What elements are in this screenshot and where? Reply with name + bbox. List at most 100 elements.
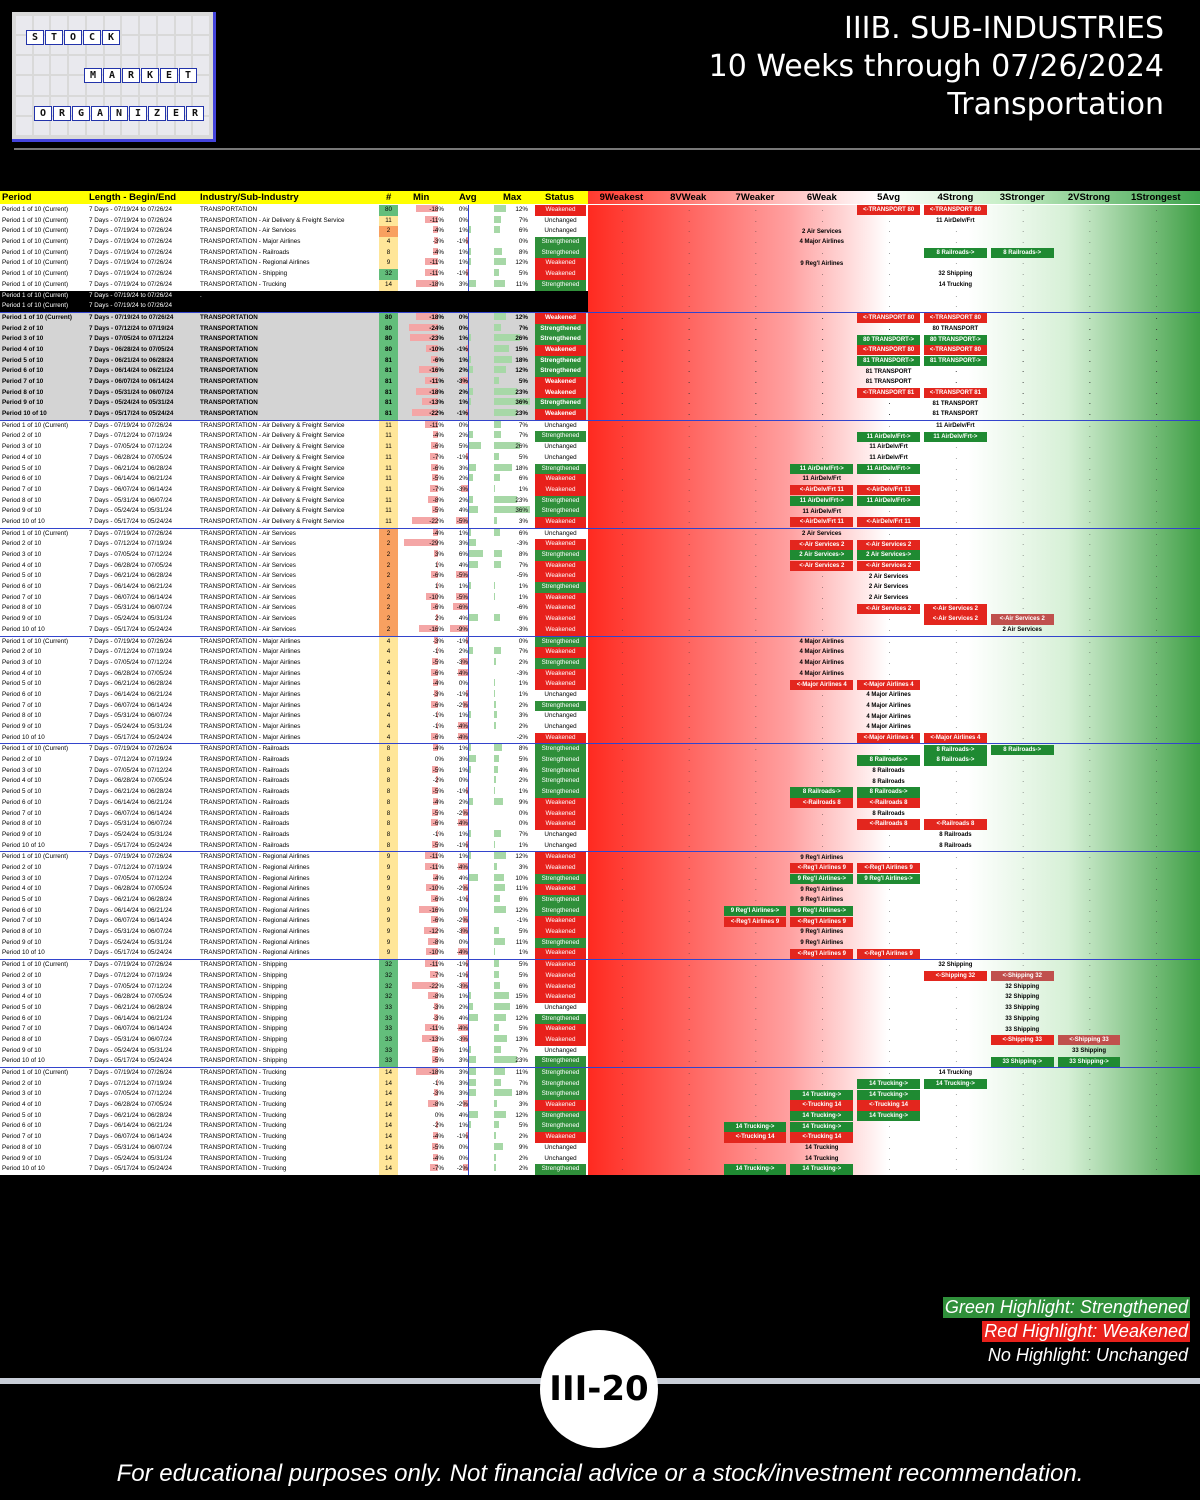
zone-dot: . xyxy=(1022,777,1024,785)
zone-dot: . xyxy=(888,648,891,656)
zone-dot: . xyxy=(621,712,624,720)
zone-gradient xyxy=(588,237,1200,248)
avg-axis xyxy=(468,1024,469,1035)
cell-period: Period 5 of 10 xyxy=(2,572,42,580)
zone-dot: . xyxy=(688,938,690,946)
zone-dot: . xyxy=(621,658,624,666)
max-bar xyxy=(494,1013,506,1021)
avg-bar xyxy=(468,1089,476,1097)
zone-dot: . xyxy=(888,1154,891,1162)
cell-period: Period 3 of 10 xyxy=(2,335,44,343)
zone-dot: . xyxy=(755,993,757,1001)
avg-bar xyxy=(455,571,468,579)
zone-label: 11 AirDelv/Frt xyxy=(936,217,975,224)
zone-dot: . xyxy=(955,561,958,569)
logo-tile xyxy=(175,16,192,35)
zone-dot: . xyxy=(688,540,690,548)
zone-gradient xyxy=(588,808,1200,820)
avg-bar xyxy=(468,765,471,773)
logo-letter: Z xyxy=(148,106,166,121)
zone-dot: . xyxy=(621,206,624,213)
zone-dot: . xyxy=(955,690,958,698)
cell-min: -10% xyxy=(429,885,444,893)
cell-avg: 0% xyxy=(458,421,468,429)
max-bar xyxy=(494,312,506,320)
cell-industry: TRANSPORTATION xyxy=(200,345,258,353)
zone-label: <-Air Services 2 xyxy=(924,614,987,625)
zone-dot: . xyxy=(755,280,757,288)
cell-industry: TRANSPORTATION - Major Airlines xyxy=(200,690,301,698)
avg-bar xyxy=(468,463,476,471)
zone-dot: . xyxy=(955,464,958,472)
cell-industry: TRANSPORTATION xyxy=(200,388,258,396)
zone-dot: . xyxy=(621,625,624,633)
zone-dot: . xyxy=(821,280,824,288)
zone-dot: . xyxy=(621,723,624,730)
cell-period: Period 10 of 10 xyxy=(2,1165,45,1173)
zone-dot: . xyxy=(1155,1025,1158,1033)
cell-max: 18% xyxy=(515,1090,528,1098)
max-bar xyxy=(494,442,520,450)
table-row: .........Period 1 of 10 (Current)7 Days … xyxy=(0,419,1200,432)
zone-dot: . xyxy=(1022,756,1024,764)
cell-period: Period 8 of 10 xyxy=(2,1035,42,1043)
cell-count: 11 xyxy=(379,495,398,507)
max-bar xyxy=(494,1034,507,1042)
cell-length: 7 Days - 07/05/24 to 07/12/24 xyxy=(89,874,172,882)
logo-tile xyxy=(16,116,32,135)
cell-length: 7 Days - 06/21/24 to 06/28/24 xyxy=(89,1111,172,1119)
cell-industry: TRANSPORTATION - Railroads xyxy=(200,841,290,849)
zone-dot: . xyxy=(821,443,824,451)
avg-axis xyxy=(468,797,469,809)
min-bar xyxy=(434,550,438,557)
cell-count: 33 xyxy=(379,1024,398,1035)
cell-period: Period 7 of 10 xyxy=(2,1133,42,1141)
zone-gradient xyxy=(588,960,1200,971)
logo-tile xyxy=(122,116,139,135)
cell-industry: TRANSPORTATION - Trucking xyxy=(200,1111,287,1119)
zone-dot: . xyxy=(888,410,891,418)
zone-dot: . xyxy=(1022,367,1024,375)
min-bar xyxy=(433,797,438,805)
zone-dot: . xyxy=(888,270,891,278)
zone-dot: . xyxy=(1089,1143,1091,1151)
cell-min: -5% xyxy=(432,788,444,796)
zone-dot: . xyxy=(1022,227,1024,235)
zone-dot: . xyxy=(755,949,757,957)
zone-dot: . xyxy=(688,443,690,451)
cell-status: Weakened xyxy=(535,269,586,280)
zone-dot: . xyxy=(1022,723,1024,730)
cell-max: 6% xyxy=(518,615,528,623)
min-bar xyxy=(418,624,438,632)
zone-dot: . xyxy=(1155,766,1158,774)
zone-dot: . xyxy=(955,982,958,990)
zone-dot: . xyxy=(1155,464,1158,472)
cell-avg: 2% xyxy=(458,367,468,375)
zone-dot: . xyxy=(821,593,824,601)
cell-max: 26% xyxy=(515,335,528,343)
cell-length: 7 Days - 07/19/24 to 07/26/24 xyxy=(89,270,172,278)
zone-dot: . xyxy=(688,248,690,256)
zone-label: 2 Air Services xyxy=(868,573,909,580)
cell-count: 14 xyxy=(379,1089,398,1101)
cell-status: Strengthened xyxy=(535,700,586,712)
avg-axis xyxy=(468,377,469,388)
cell-industry: TRANSPORTATION - Major Airlines xyxy=(200,701,301,709)
cell-min: -18% xyxy=(429,206,444,213)
cell-length: 7 Days - 07/05/24 to 07/12/24 xyxy=(89,443,172,451)
zone-gradient xyxy=(588,937,1200,949)
cell-count: 81 xyxy=(379,387,398,399)
zone-dot: . xyxy=(1022,1079,1024,1087)
zone-dot: . xyxy=(1022,572,1024,580)
zone-dot: . xyxy=(755,1154,757,1162)
row-bg xyxy=(0,312,588,324)
min-bar xyxy=(436,829,438,837)
zone-dot: . xyxy=(955,475,958,483)
cell-count: 9 xyxy=(379,258,398,270)
cell-length: 7 Days - 05/31/24 to 06/07/24 xyxy=(89,820,172,828)
cell-avg: -1% xyxy=(456,345,468,353)
cell-min: -5% xyxy=(432,1046,444,1054)
